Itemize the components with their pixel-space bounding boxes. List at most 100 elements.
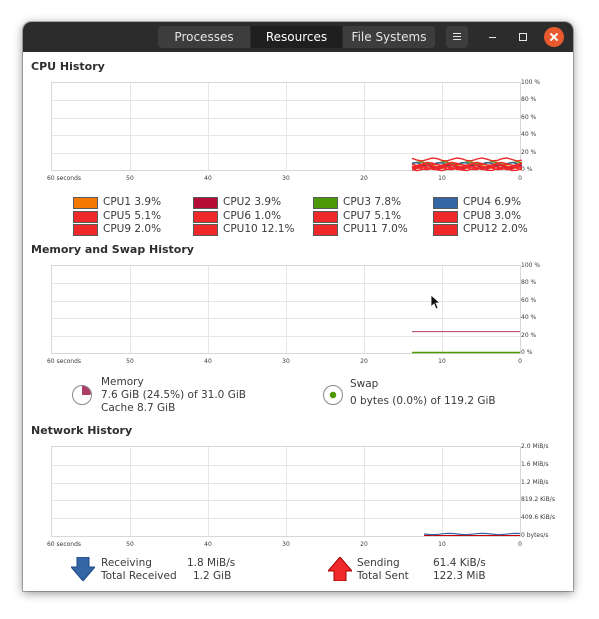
grid-line-vertical bbox=[364, 266, 365, 353]
maximize-button[interactable] bbox=[513, 27, 533, 47]
x-tick-label: 40 bbox=[204, 175, 212, 182]
cpu-legend-row: CPU5 5.1% CPU6 1.0% CPU7 5.1% CPU8 3.0% bbox=[73, 210, 553, 224]
tab-processes[interactable]: Processes bbox=[158, 26, 251, 48]
receiving-arrow-icon bbox=[71, 557, 95, 581]
tab-file-systems[interactable]: File Systems bbox=[343, 26, 435, 48]
cpu-legend-item-cpu9[interactable]: CPU9 2.0% bbox=[73, 223, 193, 237]
x-tick-label: 20 bbox=[360, 541, 368, 548]
y-tick-label: 409.6 KiB/s bbox=[521, 514, 555, 521]
x-tick-label: 30 bbox=[282, 175, 290, 182]
cpu-value: 1.0% bbox=[254, 209, 282, 222]
cpu-value: 2.0% bbox=[501, 223, 528, 235]
cpu-value: 3.0% bbox=[494, 209, 522, 222]
y-tick-label: 1.2 MiB/s bbox=[521, 479, 549, 486]
cpu-value: 12.1% bbox=[261, 223, 295, 235]
cpu-label: CPU11 bbox=[343, 223, 378, 235]
grid-line-vertical bbox=[286, 83, 287, 170]
cpu-color-swatch[interactable] bbox=[73, 224, 98, 236]
cpu-color-swatch[interactable] bbox=[193, 224, 218, 236]
cpu-legend-item-cpu8[interactable]: CPU8 3.0% bbox=[433, 210, 553, 224]
memory-cache: Cache 8.7 GiB bbox=[101, 402, 176, 414]
memory-usage-pie-icon bbox=[72, 385, 92, 405]
y-tick-label: 20 % bbox=[521, 149, 537, 156]
grid-line-vertical bbox=[442, 266, 443, 353]
cpu-color-swatch[interactable] bbox=[433, 224, 458, 236]
x-tick-label: 0 bbox=[518, 541, 522, 548]
tab-resources[interactable]: Resources bbox=[251, 26, 343, 48]
cpu-color-swatch[interactable] bbox=[73, 197, 98, 209]
cpu-usage-text: CPU10 12.1% bbox=[223, 223, 294, 235]
sending-label: Sending bbox=[357, 557, 400, 569]
cpu-label: CPU2 bbox=[223, 196, 252, 208]
y-tick-label: 0 % bbox=[521, 166, 533, 173]
x-tick-label: 50 bbox=[126, 175, 134, 182]
cpu-usage-text: CPU4 6.9% bbox=[463, 196, 521, 208]
system-monitor-window: Processes Resources File Systems CPU His… bbox=[23, 22, 573, 591]
cpu-legend-item-cpu5[interactable]: CPU5 5.1% bbox=[73, 210, 193, 224]
cpu-usage-text: CPU2 3.9% bbox=[223, 196, 281, 208]
cpu-history-graph: 60 seconds 50 40 30 20 10 0 100 % 80 % 60 % 40 % 20… bbox=[47, 79, 540, 182]
cpu-color-swatch[interactable] bbox=[433, 197, 458, 209]
cpu-color-swatch[interactable] bbox=[433, 210, 458, 223]
cpu-label: CPU8 bbox=[463, 209, 492, 222]
x-tick-label: 30 bbox=[282, 541, 290, 548]
grid-line-vertical bbox=[208, 266, 209, 353]
cpu-legend-item-cpu11[interactable]: CPU11 7.0% bbox=[313, 223, 433, 237]
cpu-label: CPU12 bbox=[463, 223, 498, 235]
y-tick-label: 60 % bbox=[521, 114, 537, 121]
memory-swap-history-graph: 60 seconds 50 40 30 20 10 0 100 % 80 % 60 % 40 % 20… bbox=[47, 262, 540, 365]
cpu-usage-text: CPU1 3.9% bbox=[103, 196, 161, 208]
cpu-color-swatch[interactable] bbox=[313, 224, 338, 236]
cpu-color-swatch[interactable] bbox=[193, 210, 218, 223]
cpu-label: CPU7 bbox=[343, 209, 372, 222]
cpu-history-lines bbox=[411, 157, 522, 172]
cpu-color-swatch[interactable] bbox=[313, 210, 338, 223]
cpu-color-swatch[interactable] bbox=[73, 210, 98, 223]
grid-line-vertical bbox=[442, 447, 443, 536]
x-tick-label: 40 bbox=[204, 541, 212, 548]
cpu-usage-text: CPU6 1.0% bbox=[223, 210, 281, 222]
close-button[interactable] bbox=[544, 27, 564, 47]
network-history-graph: 60 seconds 50 40 30 20 10 0 2.0 MiB/s 1.6 MiB/s 1… bbox=[47, 443, 555, 548]
cpu-legend-item-cpu4[interactable]: CPU4 6.9% bbox=[433, 196, 553, 210]
swap-label: Swap bbox=[350, 378, 379, 390]
cpu-legend-row: CPU1 3.9% CPU2 3.9% CPU3 7.8% CPU4 6.9% bbox=[73, 196, 553, 210]
cpu-legend-item-cpu3[interactable]: CPU3 7.8% bbox=[313, 196, 433, 210]
cpu-legend-item-cpu10[interactable]: CPU10 12.1% bbox=[193, 223, 313, 237]
cpu-legend-item-cpu1[interactable]: CPU1 3.9% bbox=[73, 196, 193, 210]
cpu-usage-text: CPU11 7.0% bbox=[343, 223, 408, 235]
minimize-button[interactable] bbox=[483, 27, 503, 47]
sending-arrow-icon bbox=[328, 557, 352, 581]
total-sent-value: 122.3 MiB bbox=[433, 570, 486, 582]
y-tick-label: 100 % bbox=[521, 262, 541, 269]
grid-line-vertical bbox=[208, 83, 209, 170]
grid-line-vertical bbox=[130, 447, 131, 536]
cpu-usage-text: CPU5 5.1% bbox=[103, 210, 161, 222]
hamburger-menu-button[interactable] bbox=[446, 26, 468, 48]
grid-line-horizontal bbox=[52, 301, 520, 302]
cpu-legend-item-cpu12[interactable]: CPU12 2.0% bbox=[433, 223, 553, 237]
x-tick-label: 10 bbox=[438, 175, 446, 182]
swap-usage: 0 bytes (0.0%) of 119.2 GiB bbox=[350, 395, 496, 407]
grid-line-horizontal bbox=[52, 100, 520, 101]
cpu-legend-item-cpu7[interactable]: CPU7 5.1% bbox=[313, 210, 433, 224]
y-tick-label: 0 % bbox=[521, 349, 533, 356]
grid-line-horizontal bbox=[52, 500, 520, 501]
grid-line-horizontal bbox=[52, 465, 520, 466]
cpu-legend-item-cpu2[interactable]: CPU2 3.9% bbox=[193, 196, 313, 210]
cpu-color-swatch[interactable] bbox=[193, 197, 218, 209]
grid-line-horizontal bbox=[52, 118, 520, 119]
sending-value: 61.4 KiB/s bbox=[433, 557, 486, 569]
cpu-legend-item-cpu6[interactable]: CPU6 1.0% bbox=[193, 210, 313, 224]
grid-line-horizontal bbox=[52, 318, 520, 319]
y-tick-label: 40 % bbox=[521, 314, 537, 321]
cpu-value: 6.9% bbox=[494, 196, 522, 208]
cpu-label: CPU1 bbox=[103, 196, 132, 208]
x-tick-label: 20 bbox=[360, 175, 368, 182]
cpu-value: 3.9% bbox=[254, 196, 282, 208]
grid-line-vertical bbox=[130, 83, 131, 170]
cpu-usage-text: CPU3 7.8% bbox=[343, 196, 401, 208]
grid-line-vertical bbox=[364, 83, 365, 170]
view-switcher: Processes Resources File Systems bbox=[158, 26, 435, 48]
cpu-color-swatch[interactable] bbox=[313, 197, 338, 209]
